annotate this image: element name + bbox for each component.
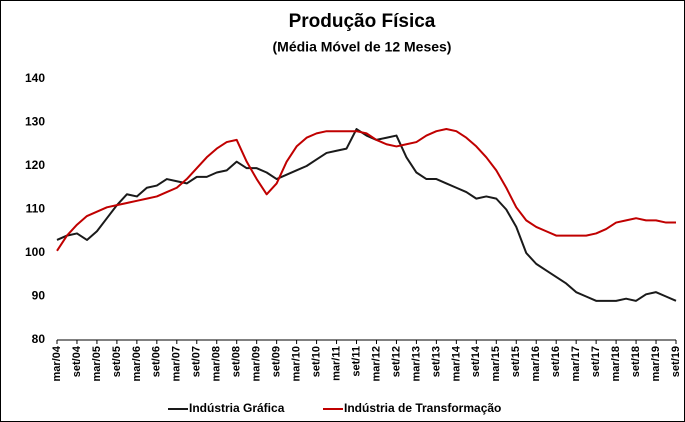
chart-subtitle: (Média Móvel de 12 Meses) <box>273 39 452 55</box>
x-tick-label: set/14 <box>470 345 482 377</box>
x-tick-label: mar/19 <box>650 346 662 381</box>
x-tick-label: set/17 <box>590 346 602 377</box>
x-tick-label: mar/09 <box>251 346 263 381</box>
series-line <box>56 128 676 252</box>
x-tick-label: set/18 <box>630 346 642 377</box>
x-tick-label: mar/15 <box>490 346 502 381</box>
y-tick-label: 140 <box>25 71 45 85</box>
x-tick-label: set/16 <box>550 346 562 377</box>
x-tick-label: mar/16 <box>530 346 542 381</box>
legend-label: Indústria de Transformação <box>344 401 501 415</box>
x-tick-label: mar/14 <box>450 345 462 381</box>
y-tick-label: 80 <box>32 332 46 346</box>
x-tick-label: set/10 <box>310 346 322 377</box>
x-tick-label: mar/12 <box>370 346 382 381</box>
x-tick-label: mar/06 <box>131 346 143 381</box>
x-tick-label: set/09 <box>271 346 283 377</box>
x-tick-label: mar/10 <box>291 346 303 381</box>
x-tick-label: mar/18 <box>610 346 622 381</box>
x-tick-label: mar/04 <box>51 345 63 381</box>
x-tick-label: set/08 <box>231 346 243 377</box>
legend-label: Indústria Gráfica <box>189 401 285 415</box>
x-tick-label: set/13 <box>430 346 442 377</box>
series-line <box>56 128 677 302</box>
y-tick-label: 120 <box>25 158 45 172</box>
x-tick-label: mar/11 <box>330 346 342 381</box>
x-tick-label: mar/08 <box>211 346 223 381</box>
x-tick-label: set/15 <box>510 346 522 377</box>
x-tick-label: mar/07 <box>171 346 183 381</box>
x-tick-label: set/05 <box>111 346 123 377</box>
x-tick-label: mar/13 <box>410 346 422 381</box>
x-tick-label: set/11 <box>350 346 362 377</box>
x-tick-label: set/06 <box>151 346 163 377</box>
chart-title: Produção Física <box>289 11 436 32</box>
x-tick-label: set/07 <box>191 346 203 377</box>
y-tick-label: 90 <box>32 289 46 303</box>
y-tick-label: 110 <box>26 202 46 216</box>
x-tick-label: mar/17 <box>570 346 582 381</box>
y-tick-label: 100 <box>25 245 45 259</box>
y-tick-label: 130 <box>25 115 45 129</box>
x-tick-label: set/19 <box>670 346 682 377</box>
x-tick-label: set/04 <box>71 345 83 377</box>
x-tick-label: set/12 <box>390 346 402 377</box>
x-tick-label: mar/05 <box>91 346 103 381</box>
